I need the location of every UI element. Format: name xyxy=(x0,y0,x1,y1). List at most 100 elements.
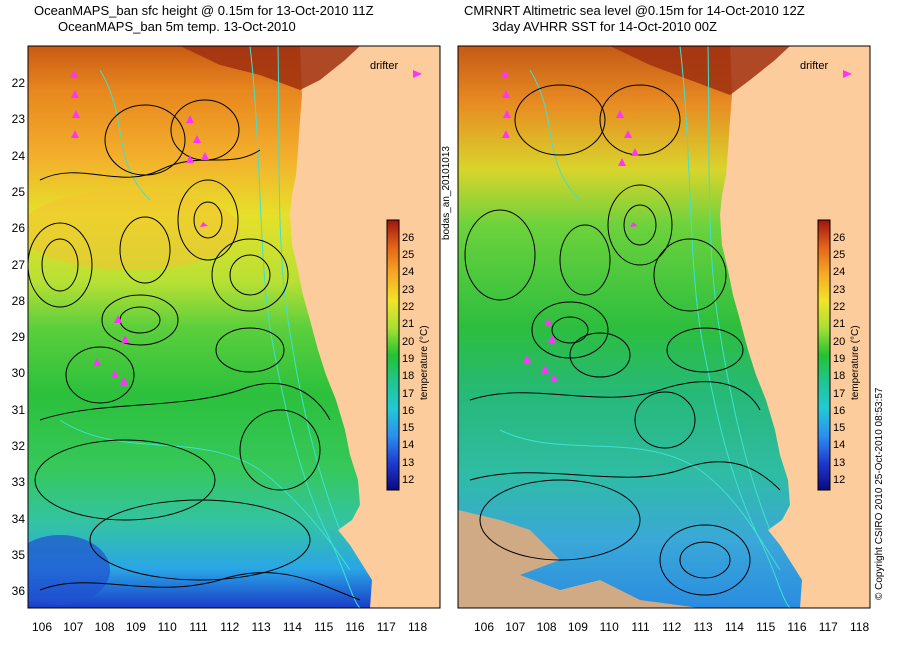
lat-tick-label: 23 xyxy=(11,112,25,127)
right-colorbar-title: temperature (°C) xyxy=(850,325,861,400)
left-drifter-tracks xyxy=(70,70,209,385)
right-lon-tick-label: 107 xyxy=(505,620,526,634)
left-lon-tick-label: 107 xyxy=(63,620,84,634)
right-colorbar-tick: 24 xyxy=(833,266,846,279)
left-colorbar-tick: 17 xyxy=(402,387,415,400)
right-lon-tick-label: 117 xyxy=(818,620,838,634)
left-lon-tick-label: 115 xyxy=(314,620,334,634)
left-height-contours xyxy=(28,99,361,601)
lat-tick-label: 34 xyxy=(11,511,25,526)
right-coast-warm xyxy=(610,46,790,95)
lat-tick-label: 29 xyxy=(11,330,25,345)
left-lon-tick-label: 109 xyxy=(125,620,146,634)
right-lon-tick-label: 109 xyxy=(567,620,588,634)
right-lon-tick-label: 115 xyxy=(756,620,776,634)
left-map-panel xyxy=(28,46,440,608)
right-height-contours xyxy=(464,84,781,596)
left-colorbar-tick: 16 xyxy=(402,404,415,417)
right-lon-tick-label: 113 xyxy=(693,620,713,634)
right-drifter-legend-marker xyxy=(843,70,852,78)
left-frame xyxy=(27,45,441,609)
right-lon-tick-label: 111 xyxy=(631,620,650,634)
right-lon-tick-label: 108 xyxy=(536,620,557,634)
right-colorbar xyxy=(817,219,831,491)
left-colorbar-tick: 18 xyxy=(402,370,415,383)
right-colorbar-tick: 17 xyxy=(833,387,846,400)
right-colorbar-tick: 21 xyxy=(833,318,846,331)
left-drifter-label: drifter xyxy=(370,60,399,72)
right-drifter-label: drifter xyxy=(800,60,829,72)
left-lon-tick-label: 118 xyxy=(408,620,428,634)
right-colorbar-tick: 22 xyxy=(833,301,846,313)
right-colorbar-tick: 23 xyxy=(833,283,846,296)
right-lon-tick-label: 106 xyxy=(473,620,495,634)
left-colorbar-tick: 13 xyxy=(402,456,415,469)
copyright-vertical: © Copyright CSIRO 2010 25-Oct-2010 08:53… xyxy=(874,387,885,601)
right-colorbar-tick: 12 xyxy=(833,474,846,486)
lat-tick-label: 27 xyxy=(11,257,25,272)
left-bathymetry-lines xyxy=(59,46,361,608)
right-drifter-tracks xyxy=(501,70,639,382)
right-colorbar-tick: 26 xyxy=(833,231,846,244)
left-warm-patch xyxy=(28,190,240,270)
left-colorbar-ramp xyxy=(386,219,400,491)
left-colorbar-tick: 22 xyxy=(402,301,415,313)
right-frame xyxy=(457,45,871,609)
left-colorbar-tick: 23 xyxy=(402,283,415,296)
lat-tick-label: 28 xyxy=(11,293,25,308)
left-land xyxy=(290,46,440,608)
right-lon-tick-label: 114 xyxy=(724,620,744,634)
lat-tick-label: 33 xyxy=(11,475,25,490)
right-colorbar-tick: 16 xyxy=(833,404,846,417)
left-colorbar-tick: 20 xyxy=(402,335,415,348)
run-id-vertical: bodas_an_20101013 xyxy=(441,146,452,240)
lat-tick-label: 24 xyxy=(11,148,25,163)
right-lon-tick-label: 112 xyxy=(662,620,682,634)
lat-tick-label: 30 xyxy=(11,366,25,381)
left-colorbar-tick: 19 xyxy=(402,352,415,365)
right-map-panel xyxy=(458,46,870,608)
left-colorbar-tick: 12 xyxy=(402,474,415,486)
right-colorbar-tick: 13 xyxy=(833,456,846,469)
left-lon-tick-label: 108 xyxy=(94,620,115,634)
lat-tick-label: 35 xyxy=(11,547,25,562)
right-colorbar-tick: 18 xyxy=(833,370,846,383)
left-lon-tick-label: 116 xyxy=(345,620,365,634)
right-lon-tick-label: 110 xyxy=(599,620,619,634)
left-lon-tick-label: 114 xyxy=(282,620,302,634)
right-cloud-mask xyxy=(458,510,700,608)
left-lon-tick-label: 110 xyxy=(157,620,177,634)
lat-tick-label: 26 xyxy=(11,221,25,236)
left-colorbar-tick: 26 xyxy=(402,231,415,244)
left-colorbar-tick: 24 xyxy=(402,266,415,279)
left-colorbar-title: temperature (°C) xyxy=(419,325,430,400)
lat-tick-label: 25 xyxy=(11,184,25,199)
left-title-line1: OceanMAPS_ban sfc height @ 0.15m for 13-… xyxy=(34,3,374,18)
left-colorbar xyxy=(386,219,400,491)
lat-tick-label: 22 xyxy=(11,76,25,90)
left-title-line2: OceanMAPS_ban 5m temp. 13-Oct-2010 xyxy=(58,19,296,34)
right-colorbar-tick: 14 xyxy=(833,439,846,452)
left-colorbar-tick: 21 xyxy=(402,318,415,331)
left-lon-tick-label: 113 xyxy=(251,620,271,634)
left-drifter-legend-marker xyxy=(413,70,422,78)
left-lon-tick-label: 117 xyxy=(376,620,396,634)
left-coast-warm xyxy=(180,46,360,90)
right-land xyxy=(720,46,870,608)
left-lon-tick-label: 106 xyxy=(31,620,53,634)
lat-tick-label: 32 xyxy=(11,439,25,453)
right-lon-tick-label: 116 xyxy=(787,620,807,634)
right-title-line2: 3day AVHRR SST for 14-Oct-2010 00Z xyxy=(492,19,717,34)
right-title-line1: CMRNRT Altimetric sea level @0.15m for 1… xyxy=(464,3,805,18)
right-colorbar-tick: 15 xyxy=(833,422,846,435)
lat-tick-label: 36 xyxy=(11,584,25,599)
right-colorbar-ramp xyxy=(817,219,831,491)
left-colorbar-tick: 14 xyxy=(402,439,415,452)
left-colorbar-tick: 25 xyxy=(402,249,415,262)
left-colorbar-tick: 15 xyxy=(402,422,415,435)
lat-tick-label: 31 xyxy=(11,402,25,417)
right-colorbar-tick: 20 xyxy=(833,335,846,348)
left-lon-tick-label: 112 xyxy=(220,620,240,634)
right-colorbar-tick: 19 xyxy=(833,352,846,365)
